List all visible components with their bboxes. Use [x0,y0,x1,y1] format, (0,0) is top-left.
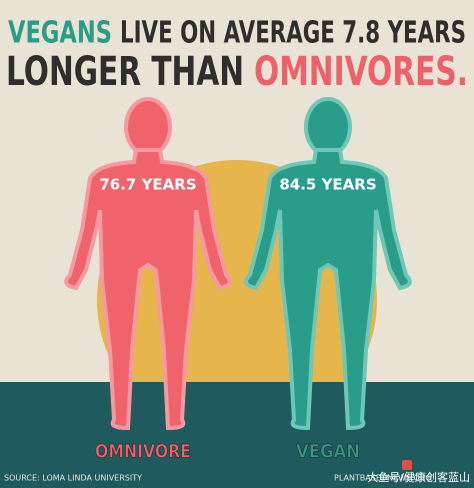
years-label: 76.7 YEARS [99,176,196,194]
ground [0,382,474,488]
watermark-icon [402,460,412,470]
headline-text: LONGER THAN [6,49,244,95]
years-label: 84.5 YEARS [279,176,376,194]
headline-vegans: VEGANS [8,16,112,51]
source: SOURCE: LOMA LINDA UNIVERSITY [4,474,142,483]
figure-label: OMNIVORE [95,441,191,463]
watermark: 大鱼号/健康创客蓝山 [367,470,470,484]
figure-label: VEGAN [296,441,360,463]
headline-omnivores: OMNIVORES. [254,49,468,95]
site: PLANTBASEDNEWS.ORG [334,474,432,483]
headline-text: LIVE ON AVERAGE 7.8 YEARS [120,16,466,51]
